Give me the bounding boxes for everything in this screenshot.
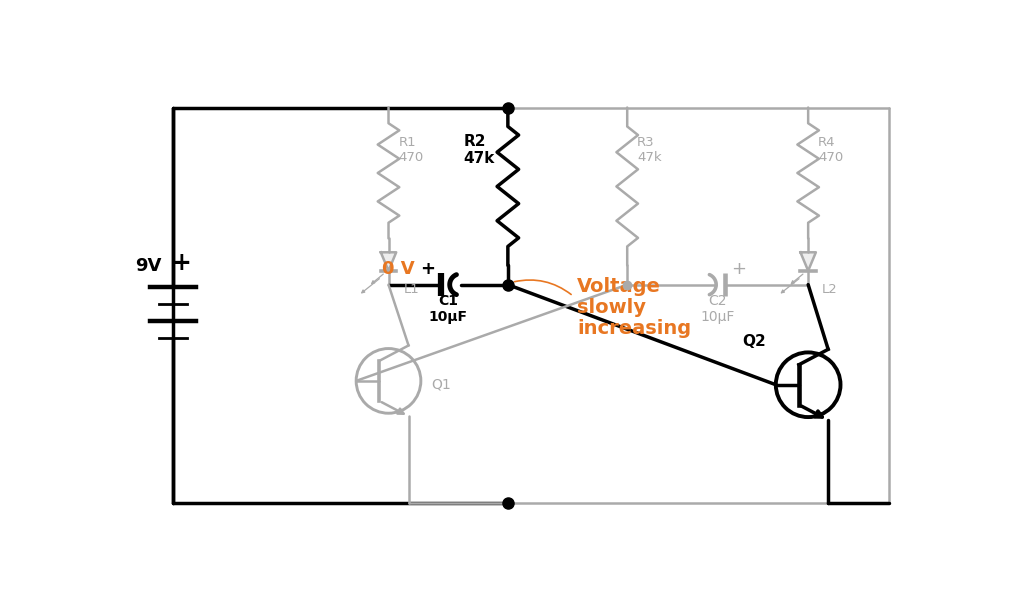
Text: +: + xyxy=(731,260,745,278)
Text: L1: L1 xyxy=(403,283,420,296)
Text: R1
470: R1 470 xyxy=(398,136,424,164)
Text: +: + xyxy=(171,251,191,275)
Text: R2
47k: R2 47k xyxy=(463,133,495,166)
Text: +: + xyxy=(420,260,435,278)
Polygon shape xyxy=(801,252,816,271)
Text: 9V: 9V xyxy=(135,257,162,275)
Text: C2
10μF: C2 10μF xyxy=(700,294,735,324)
Text: L2: L2 xyxy=(822,283,838,296)
Text: C1
10μF: C1 10μF xyxy=(429,294,468,324)
Text: Q1: Q1 xyxy=(431,378,451,392)
Text: 0 V: 0 V xyxy=(382,260,415,278)
Text: Q2: Q2 xyxy=(742,334,766,349)
Text: R3
47k: R3 47k xyxy=(637,136,662,164)
Text: R4
470: R4 470 xyxy=(818,136,844,164)
Text: Voltage
slowly
increasing: Voltage slowly increasing xyxy=(578,277,691,338)
Polygon shape xyxy=(381,252,396,271)
